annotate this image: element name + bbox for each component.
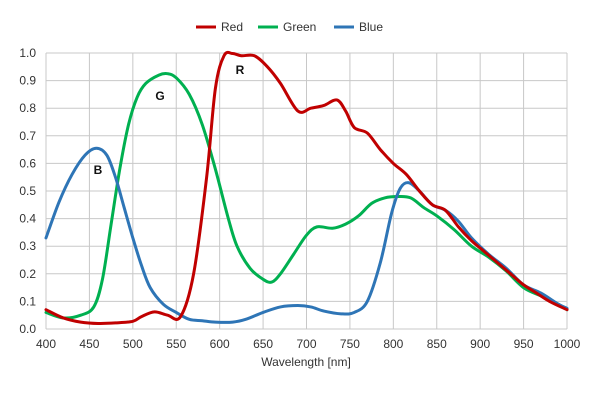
x-tick-label: 500 bbox=[123, 337, 143, 351]
legend-label: Red bbox=[221, 20, 243, 34]
legend-label: Blue bbox=[359, 20, 383, 34]
legend: Red Green Blue bbox=[196, 20, 383, 34]
y-tick-label: 0.5 bbox=[19, 184, 36, 198]
series-line-green bbox=[44, 71, 569, 320]
grid bbox=[45, 52, 568, 330]
x-tick-label: 400 bbox=[36, 337, 56, 351]
x-tick-label: 700 bbox=[296, 337, 316, 351]
legend-item-blue: Blue bbox=[334, 20, 383, 34]
legend-label: Green bbox=[283, 20, 316, 34]
x-tick-label: 900 bbox=[470, 337, 490, 351]
legend-item-green: Green bbox=[258, 20, 316, 34]
curve-label-red: R bbox=[236, 63, 245, 77]
legend-item-red: Red bbox=[196, 20, 243, 34]
y-tick-label: 0.0 bbox=[19, 322, 36, 336]
y-tick-label: 0.8 bbox=[19, 101, 36, 115]
x-tick-label: 750 bbox=[340, 337, 360, 351]
series-line-red bbox=[44, 50, 569, 326]
x-tick-label: 450 bbox=[79, 337, 99, 351]
x-tick-label: 850 bbox=[427, 337, 447, 351]
y-tick-label: 0.6 bbox=[19, 156, 36, 170]
y-tick-label: 1.0 bbox=[19, 46, 36, 60]
y-tick-label: 0.7 bbox=[19, 129, 36, 143]
y-tick-label: 0.9 bbox=[19, 74, 36, 88]
y-tick-label: 0.1 bbox=[19, 294, 36, 308]
y-tick-label: 0.2 bbox=[19, 267, 36, 281]
y-tick-labels: 0.0 0.1 0.2 0.3 0.4 0.5 0.6 0.7 0.8 0.9 1.0 bbox=[19, 46, 36, 336]
x-tick-label: 650 bbox=[253, 337, 273, 351]
curve-label-blue: B bbox=[94, 163, 103, 177]
x-tick-label: 1000 bbox=[554, 337, 581, 351]
x-axis-title: Wavelength [nm] bbox=[261, 355, 351, 369]
series-curves bbox=[44, 50, 569, 326]
y-tick-label: 0.3 bbox=[19, 239, 36, 253]
y-tick-label: 0.4 bbox=[19, 212, 36, 226]
x-tick-label: 800 bbox=[383, 337, 403, 351]
x-tick-labels: 400 450 500 550 600 650 700 750 800 850 900 950 1000 bbox=[36, 337, 581, 351]
curve-label-green: G bbox=[155, 89, 164, 103]
series-line-blue bbox=[44, 146, 569, 324]
x-tick-label: 600 bbox=[210, 337, 230, 351]
x-tick-label: 550 bbox=[166, 337, 186, 351]
curve-annotations: R G B bbox=[94, 63, 245, 177]
x-tick-label: 950 bbox=[514, 337, 534, 351]
